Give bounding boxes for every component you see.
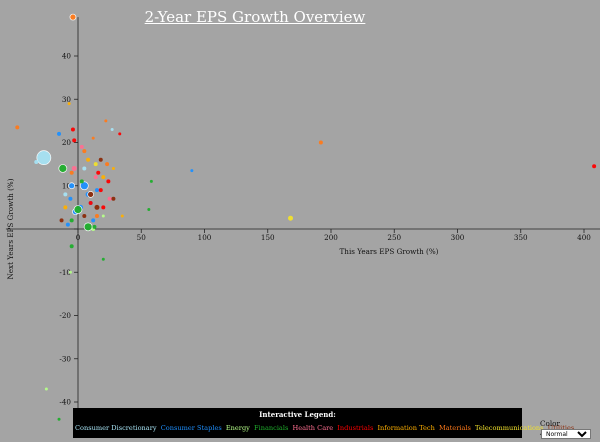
point-consumer-staples[interactable] — [65, 222, 70, 227]
point-consumer-discretionary[interactable] — [63, 192, 68, 197]
point-materials[interactable] — [318, 140, 323, 145]
legend-items: Consumer Discretionary Consumer Staples … — [75, 424, 574, 432]
color-assistance-select[interactable]: Normal — [541, 429, 591, 439]
point-information-tech[interactable] — [63, 205, 68, 210]
x-tick-label: 100 — [198, 233, 212, 242]
point-consumer-staples[interactable] — [190, 169, 194, 173]
point-industrials[interactable] — [592, 164, 597, 169]
point-materials[interactable] — [105, 162, 110, 167]
point-financials[interactable] — [69, 244, 74, 249]
x-tick-label: 0 — [76, 233, 81, 242]
point-industrials[interactable] — [70, 127, 75, 132]
point-industrials[interactable] — [96, 170, 101, 175]
x-tick-label: 150 — [261, 233, 275, 242]
point-financials[interactable] — [57, 417, 61, 421]
y-tick-label: 30 — [62, 95, 72, 104]
legend-item-consumer-staples[interactable]: Consumer Staples — [160, 424, 222, 432]
point-financials[interactable] — [147, 208, 151, 212]
point-telecommunications[interactable] — [288, 215, 294, 221]
y-tick-label: 40 — [62, 52, 72, 61]
legend-item-materials[interactable]: Materials — [438, 424, 471, 432]
point-health-care[interactable] — [71, 165, 77, 171]
interactive-legend: Interactive Legend: Consumer Discretiona… — [73, 408, 574, 438]
point-industrials[interactable] — [118, 132, 122, 136]
point-information-tech[interactable] — [101, 175, 106, 180]
y-axis-label: Next Years EPS Growth (%) — [6, 178, 15, 279]
point-materials[interactable] — [94, 214, 99, 219]
point-financials[interactable] — [69, 218, 74, 223]
point-materials[interactable] — [91, 136, 95, 140]
point-utilities[interactable] — [59, 218, 64, 223]
y-tick-label: -10 — [59, 268, 71, 277]
point-materials[interactable] — [15, 125, 20, 130]
point-industrials[interactable] — [72, 138, 77, 143]
point-energy[interactable] — [44, 387, 48, 391]
point-utilities[interactable] — [94, 204, 100, 210]
point-consumer-staples[interactable] — [57, 131, 62, 136]
point-industrials[interactable] — [101, 205, 106, 210]
y-tick-label: 10 — [62, 181, 72, 190]
point-consumer-staples[interactable] — [91, 218, 96, 223]
chart-title: 2-Year EPS Growth Overview — [144, 8, 366, 26]
y-tick-label: -30 — [59, 354, 71, 363]
legend-item-information-tech[interactable]: Information Tech — [377, 424, 435, 432]
point-consumer-staples[interactable] — [68, 182, 76, 190]
point-energy[interactable] — [101, 214, 105, 218]
point-consumer-staples[interactable] — [79, 181, 89, 191]
point-financials[interactable] — [79, 179, 84, 184]
point-information-tech[interactable] — [120, 214, 124, 218]
x-tick-label: 250 — [387, 233, 401, 242]
legend-item-financials[interactable]: Financials — [254, 424, 289, 432]
point-materials[interactable] — [69, 13, 77, 21]
point-industrials[interactable] — [106, 179, 111, 184]
legend-item-health-care[interactable]: Health Care — [292, 424, 334, 432]
x-tick-label: 50 — [137, 233, 147, 242]
x-axis-label: This Years EPS Growth (%) — [340, 247, 439, 256]
point-consumer-staples[interactable] — [94, 188, 99, 193]
point-consumer-staples[interactable] — [68, 196, 73, 201]
point-utilities[interactable] — [82, 214, 87, 219]
legend-item-telecommunications[interactable]: Telecommunications — [475, 424, 544, 432]
point-information-tech[interactable] — [111, 166, 115, 170]
legend-item-energy[interactable]: Energy — [225, 424, 250, 432]
point-consumer-discretionary[interactable] — [110, 128, 114, 132]
point-telecommunications[interactable] — [93, 162, 98, 167]
point-health-care[interactable] — [93, 175, 98, 180]
point-health-care[interactable] — [107, 196, 112, 201]
x-tick-label: 400 — [577, 233, 591, 242]
point-energy[interactable] — [68, 270, 72, 274]
y-tick-label: -20 — [59, 311, 71, 320]
point-financials[interactable] — [149, 179, 153, 183]
point-utilities[interactable] — [98, 157, 103, 162]
legend-title: Interactive Legend: — [259, 410, 336, 419]
point-consumer-discretionary[interactable] — [82, 166, 87, 171]
point-consumer-discretionary[interactable] — [34, 159, 39, 164]
point-health-care[interactable] — [79, 144, 84, 149]
point-industrials[interactable] — [88, 201, 93, 206]
point-materials[interactable] — [104, 119, 108, 123]
point-consumer-discretionary[interactable] — [36, 150, 52, 165]
point-financials[interactable] — [73, 205, 83, 214]
legend-item-industrials[interactable]: Industrials — [337, 424, 374, 432]
point-information-tech[interactable] — [86, 157, 91, 162]
point-utilities[interactable] — [111, 196, 116, 201]
point-utilities[interactable] — [87, 191, 95, 198]
y-tick-label: -40 — [59, 398, 71, 407]
legend-item-consumer-discretionary[interactable]: Consumer Discretionary — [75, 424, 157, 432]
point-financials[interactable] — [83, 222, 93, 232]
legend-item-utilities[interactable]: Utilities — [547, 424, 575, 432]
y-tick-label: 20 — [62, 138, 72, 147]
point-industrials[interactable] — [98, 188, 103, 193]
x-tick-label: 300 — [451, 233, 465, 242]
point-materials[interactable] — [69, 170, 74, 175]
point-financials[interactable] — [92, 224, 97, 229]
x-tick-label: 350 — [514, 233, 528, 242]
x-tick-label: 200 — [324, 233, 338, 242]
point-financials[interactable] — [101, 257, 105, 261]
point-materials[interactable] — [82, 149, 87, 154]
point-information-tech[interactable] — [67, 102, 71, 106]
point-financials[interactable] — [58, 164, 68, 173]
